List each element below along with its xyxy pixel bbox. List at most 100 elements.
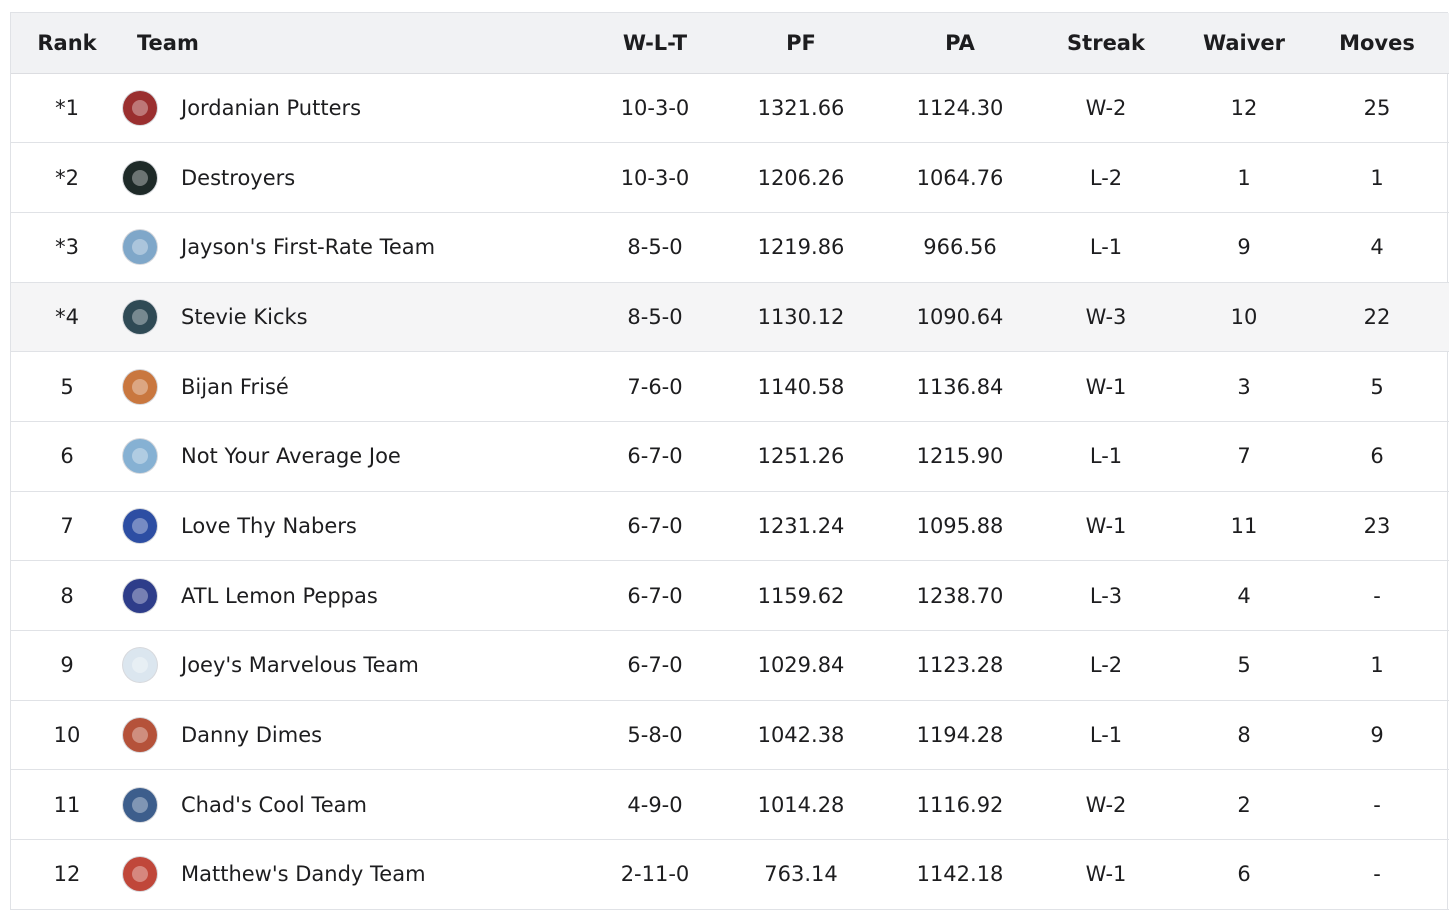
- team-logo-icon[interactable]: [123, 508, 157, 543]
- pf-cell: 1206.26: [757, 165, 845, 190]
- team-cell: Destroyers: [123, 143, 599, 213]
- moves-cell: 22: [1363, 304, 1391, 329]
- rank-cell: *2: [55, 165, 79, 190]
- table-row[interactable]: 11 Chad's Cool Team 4-9-0 1014.28 1116.92 W-2…: [11, 770, 1449, 840]
- team-name-link[interactable]: Chad's Cool Team: [181, 792, 367, 817]
- pa-cell: 966.56: [923, 235, 997, 260]
- header-streak[interactable]: Streak: [1029, 13, 1183, 74]
- streak-cell: W-2: [1085, 95, 1127, 120]
- team-name-link[interactable]: ATL Lemon Peppas: [181, 583, 378, 608]
- wlt-cell: 2-11-0: [620, 862, 690, 887]
- team-name-link[interactable]: Danny Dimes: [181, 723, 323, 748]
- wlt-cell: 10-3-0: [620, 165, 690, 190]
- moves-cell: -: [1373, 792, 1381, 817]
- moves-cell: 1: [1370, 653, 1384, 678]
- moves-cell: 1: [1370, 165, 1384, 190]
- team-name-link[interactable]: Destroyers: [181, 165, 296, 190]
- pf-cell: 1231.24: [757, 513, 845, 538]
- pa-cell: 1142.18: [916, 862, 1004, 887]
- pa-cell: 1194.28: [916, 723, 1004, 748]
- wlt-cell: 6-7-0: [627, 653, 683, 678]
- table-row[interactable]: 7 Love Thy Nabers 6-7-0 1231.24 1095.88 W-1 11…: [11, 491, 1449, 561]
- streak-cell: W-1: [1085, 374, 1127, 399]
- header-wlt[interactable]: W-L-T: [599, 13, 711, 74]
- waiver-cell: 2: [1237, 792, 1251, 817]
- waiver-cell: 4: [1237, 583, 1251, 608]
- wlt-cell: 6-7-0: [627, 444, 683, 469]
- streak-cell: L-2: [1089, 165, 1123, 190]
- header-team[interactable]: Team: [123, 13, 599, 74]
- team-cell: Jordanian Putters: [123, 73, 599, 143]
- table-row[interactable]: 8 ATL Lemon Peppas 6-7-0 1159.62 1238.70 L-3 4…: [11, 561, 1449, 631]
- waiver-cell: 12: [1230, 95, 1258, 120]
- waiver-cell: 10: [1230, 304, 1258, 329]
- wlt-cell: 7-6-0: [627, 374, 683, 399]
- wlt-cell: 8-5-0: [627, 235, 683, 260]
- header-moves[interactable]: Moves: [1305, 13, 1449, 74]
- team-name-link[interactable]: Jordanian Putters: [181, 95, 362, 120]
- table-row[interactable]: *4 Stevie Kicks 8-5-0 1130.12 1090.64 W-3 10 22: [11, 282, 1449, 352]
- team-logo-icon[interactable]: [123, 369, 157, 404]
- team-cell: Chad's Cool Team: [123, 770, 599, 840]
- team-name-link[interactable]: Stevie Kicks: [181, 304, 308, 329]
- team-logo-icon[interactable]: [123, 439, 157, 474]
- standings-table: Rank Team W-L-T PF PA Streak Waiver Move…: [11, 13, 1449, 910]
- team-name-link[interactable]: Love Thy Nabers: [181, 513, 357, 538]
- table-row[interactable]: 9 Joey's Marvelous Team 6-7-0 1029.84 1123.2…: [11, 631, 1449, 701]
- team-logo-icon[interactable]: [123, 648, 157, 683]
- pa-cell: 1136.84: [916, 374, 1004, 399]
- streak-cell: W-1: [1085, 513, 1127, 538]
- team-name-link[interactable]: Bijan Frisé: [181, 374, 289, 399]
- team-cell: Jayson's First-Rate Team: [123, 212, 599, 282]
- pa-cell: 1064.76: [916, 165, 1004, 190]
- team-logo-icon[interactable]: [123, 578, 157, 613]
- rank-cell: 7: [60, 513, 74, 538]
- header-pa[interactable]: PA: [891, 13, 1029, 74]
- waiver-cell: 6: [1237, 862, 1251, 887]
- pf-cell: 1219.86: [757, 235, 845, 260]
- team-name-link[interactable]: Joey's Marvelous Team: [181, 653, 419, 678]
- pf-cell: 1321.66: [757, 95, 845, 120]
- team-logo-icon[interactable]: [123, 299, 157, 334]
- team-name-link[interactable]: Jayson's First-Rate Team: [181, 235, 436, 260]
- table-row[interactable]: *3 Jayson's First-Rate Team 8-5-0 1219.86 96…: [11, 212, 1449, 283]
- table-row[interactable]: 6 Not Your Average Joe 6-7-0 1251.26 1215.90…: [11, 421, 1449, 492]
- rank-cell: 12: [53, 862, 81, 887]
- team-name-link[interactable]: Matthew's Dandy Team: [181, 862, 426, 887]
- pa-cell: 1215.90: [916, 444, 1004, 469]
- rank-cell: 5: [60, 374, 74, 399]
- table-row[interactable]: 5 Bijan Frisé 7-6-0 1140.58 1136.84 W-1 3 5: [11, 352, 1449, 422]
- waiver-cell: 11: [1230, 513, 1258, 538]
- rank-cell: *1: [55, 95, 79, 120]
- table-row[interactable]: 10 Danny Dimes 5-8-0 1042.38 1194.28 L-1 8 9: [11, 700, 1449, 770]
- waiver-cell: 7: [1237, 444, 1251, 469]
- rank-cell: *4: [55, 304, 79, 329]
- waiver-cell: 9: [1237, 235, 1251, 260]
- waiver-cell: 3: [1237, 374, 1251, 399]
- team-name-link[interactable]: Not Your Average Joe: [181, 444, 401, 469]
- pa-cell: 1238.70: [916, 583, 1004, 608]
- moves-cell: 5: [1370, 374, 1384, 399]
- team-logo-icon[interactable]: [123, 230, 157, 265]
- team-logo-icon[interactable]: [123, 718, 157, 753]
- header-waiver[interactable]: Waiver: [1183, 13, 1305, 74]
- wlt-cell: 4-9-0: [627, 792, 683, 817]
- rank-cell: 6: [60, 444, 74, 469]
- table-row[interactable]: *2 Destroyers 10-3-0 1206.26 1064.76 L-2 1 1: [11, 143, 1449, 213]
- streak-cell: L-2: [1089, 653, 1123, 678]
- team-logo-icon[interactable]: [123, 160, 157, 195]
- pa-cell: 1090.64: [916, 304, 1004, 329]
- team-cell: Love Thy Nabers: [123, 491, 599, 561]
- streak-cell: L-1: [1089, 444, 1123, 469]
- wlt-cell: 6-7-0: [627, 583, 683, 608]
- rank-cell: 11: [53, 792, 81, 817]
- table-row[interactable]: *1 Jordanian Putters 10-3-0 1321.66 1124.30 W…: [11, 73, 1449, 143]
- moves-cell: -: [1373, 583, 1381, 608]
- table-row[interactable]: 12 Matthew's Dandy Team 2-11-0 763.14 1142.1…: [11, 840, 1449, 910]
- header-rank[interactable]: Rank: [11, 13, 123, 74]
- team-logo-icon[interactable]: [123, 787, 157, 822]
- team-logo-icon[interactable]: [123, 90, 157, 125]
- header-pf[interactable]: PF: [711, 13, 891, 74]
- pf-cell: 1140.58: [757, 374, 845, 399]
- team-logo-icon[interactable]: [123, 857, 157, 892]
